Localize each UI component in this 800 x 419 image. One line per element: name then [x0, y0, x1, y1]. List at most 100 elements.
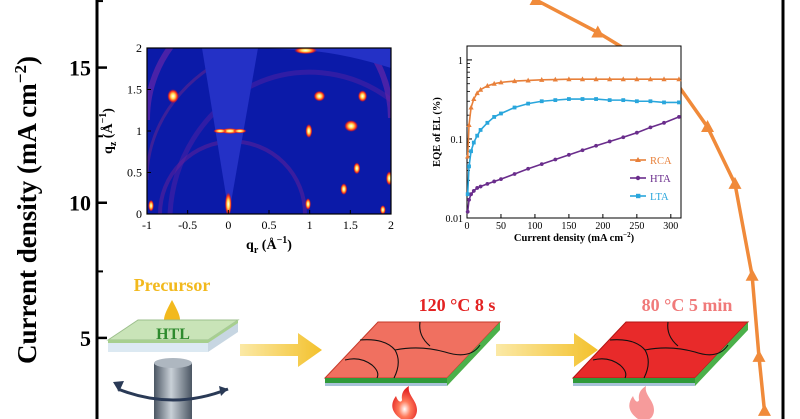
eqe-point-rca [634, 76, 640, 82]
giwaxs-x-tick-label: 2 [388, 218, 394, 232]
eqe-y-tick-label: 0.01 [446, 214, 464, 225]
eqe-point-hta [467, 197, 471, 202]
eqe-point-lta [539, 99, 544, 104]
eqe-point-hta [478, 184, 483, 189]
eqe-point-lta [607, 98, 612, 103]
giwaxs-diffraction-spots [148, 48, 391, 214]
eqe-point-lta [499, 111, 503, 116]
eqe-series-line-rca [466, 78, 679, 157]
eqe-point-rca [579, 76, 586, 82]
eqe-point-hta [634, 130, 639, 135]
giwaxs-spot [148, 199, 154, 212]
eqe-x-tick-label: 0 [465, 221, 470, 232]
eqe-legend-marker [635, 157, 641, 162]
eqe-point-hta [499, 177, 503, 182]
flame-icon-step2 [629, 386, 654, 419]
giwaxs-x-tick-label: 1 [307, 218, 313, 232]
giwaxs-spot [380, 205, 386, 214]
eqe-series [465, 76, 682, 214]
eqe-x-tick-label: 250 [629, 221, 644, 232]
eqe-frame [466, 45, 682, 219]
giwaxs-y-tick-label: 0.5 [127, 166, 142, 180]
eqe-point-hta [475, 186, 480, 190]
main-y-axis-label: Current density (mA cm−2) [11, 56, 42, 364]
process-schematic: Precursor HTL 120 °C 8 s [106, 275, 750, 419]
eqe-point-hta [539, 162, 544, 167]
main-data-point [752, 349, 766, 362]
eqe-point-rca [474, 90, 480, 96]
giwaxs-inset: -1 -0.5 0 0.5 1 1.5 2 0 0.5 1 1.5 2 qr (Å−1) qz (Å−… [98, 41, 394, 256]
eqe-point-hta [485, 182, 490, 186]
giwaxs-spot [224, 192, 232, 214]
eqe-y-tick-label: 1 [458, 56, 463, 67]
giwaxs-x-tick-label: -1 [142, 218, 152, 232]
eqe-point-lta [677, 100, 681, 105]
eqe-point-lta [492, 115, 497, 119]
main-data-point [728, 176, 742, 189]
giwaxs-y-tick-label: 0 [136, 207, 142, 221]
giwaxs-x-tick-label: 0.5 [262, 218, 277, 232]
eqe-point-lta [471, 140, 476, 145]
giwaxs-top-horizon [147, 48, 391, 68]
main-data-point [701, 120, 715, 133]
eqe-point-rca [647, 76, 654, 82]
eqe-point-lta [467, 164, 471, 169]
eqe-x-tick-label: 300 [663, 221, 678, 232]
eqe-point-rca [471, 96, 477, 102]
step2-label: 80 °C 5 min [642, 295, 733, 315]
eqe-point-rca [676, 76, 682, 82]
process-arrow-2 [496, 333, 598, 367]
htl-label: HTL [156, 326, 190, 343]
eqe-point-hta [526, 166, 531, 171]
eqe-point-lta [465, 192, 470, 197]
eqe-point-rca [607, 76, 613, 82]
eqe-y-tick-label: 0.1 [451, 135, 464, 146]
eqe-point-rca [466, 122, 472, 128]
flame-icon-step1 [392, 386, 417, 419]
eqe-inset: 0 50 100 150 200 250 300 0.01 0.1 1 RCA HTA LTA Cur… [432, 45, 682, 244]
eqe-point-rca [593, 76, 599, 82]
eqe-point-lta [478, 128, 483, 132]
eqe-point-hta [465, 209, 470, 214]
step1-label: 120 °C 8 s [419, 295, 496, 315]
eqe-point-hta [469, 192, 473, 197]
htl-substrate [106, 319, 240, 352]
eqe-point-rca [525, 77, 531, 83]
eqe-point-lta [580, 97, 585, 101]
eqe-point-hta [594, 143, 598, 148]
giwaxs-spot [385, 171, 391, 186]
giwaxs-spot [167, 89, 179, 104]
eqe-point-hta [662, 120, 666, 125]
eqe-x-tick-label: 150 [561, 221, 576, 232]
eqe-point-rca [566, 76, 572, 82]
main-y-tick-label: 10 [69, 191, 91, 216]
eqe-x-tick-label: 100 [527, 221, 542, 232]
eqe-point-rca [511, 78, 518, 84]
precursor-label: Precursor [134, 275, 211, 295]
eqe-x-axis-label: Current density (mA cm−2) [514, 231, 635, 244]
eqe-point-lta [648, 99, 653, 104]
giwaxs-spot [313, 90, 326, 102]
giwaxs-y-tick-label: 1 [136, 124, 142, 138]
eqe-point-hta [621, 135, 626, 140]
giwaxs-spot [213, 128, 228, 134]
eqe-legend-label: LTA [650, 192, 669, 203]
eqe-point-lta [553, 98, 558, 103]
giwaxs-spot [357, 90, 368, 102]
eqe-point-hta [677, 115, 681, 119]
eqe-point-rca [468, 104, 474, 110]
eqe-point-hta [580, 148, 585, 153]
giwaxs-spot [305, 198, 311, 210]
eqe-ticks: 0 50 100 150 200 250 300 0.01 0.1 1 [446, 56, 679, 232]
eqe-point-hta [553, 157, 558, 162]
eqe-point-lta [512, 105, 517, 110]
main-data-point [591, 25, 605, 38]
eqe-point-lta [621, 98, 626, 103]
main-data-point [529, 0, 543, 5]
eqe-point-hta [492, 179, 497, 184]
eqe-point-lta [567, 97, 571, 101]
giwaxs-spot [353, 162, 361, 175]
eqe-point-lta [475, 133, 480, 138]
eqe-point-lta [485, 120, 490, 125]
